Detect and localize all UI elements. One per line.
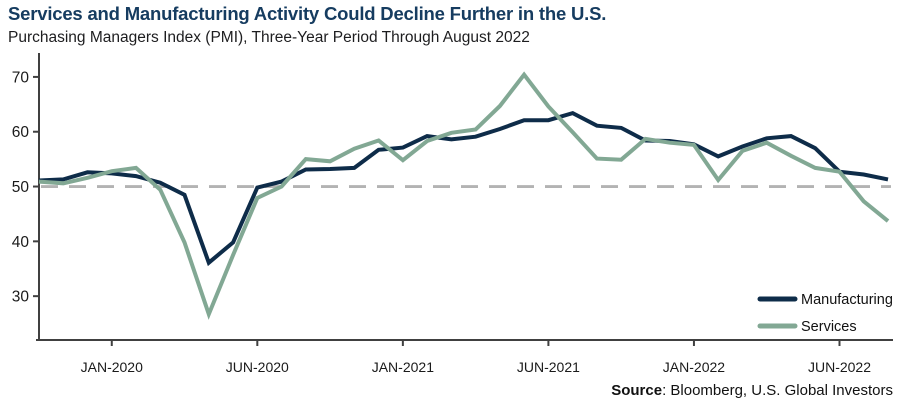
x-tick-label: JUN-2022	[808, 359, 871, 375]
y-tick-label: 30	[12, 289, 30, 306]
services-line	[38, 71, 890, 320]
chart-subtitle: Purchasing Managers Index (PMI), Three-Y…	[8, 29, 530, 46]
manufacturing-line	[38, 110, 889, 267]
x-tick-label: JAN-2022	[663, 359, 725, 375]
y-tick-label: 50	[12, 179, 30, 196]
x-tick-label: JAN-2020	[81, 359, 143, 375]
source-note: Source: Bloomberg, U.S. Global Investors	[611, 382, 893, 399]
y-tick-label: 70	[12, 69, 30, 86]
source-label: Source	[611, 382, 663, 399]
x-tick-label: JAN-2021	[372, 359, 434, 375]
y-tick-label: 60	[12, 124, 30, 141]
x-tick-label: JUN-2021	[517, 359, 580, 375]
legend-label-manufacturing: Manufacturing	[801, 292, 893, 308]
chart-title: Services and Manufacturing Activity Coul…	[8, 3, 607, 24]
source-text: : Bloomberg, U.S. Global Investors	[662, 382, 893, 399]
legend-label-services: Services	[801, 319, 857, 335]
x-tick-label: JUN-2020	[226, 359, 289, 375]
y-tick-label: 40	[12, 234, 30, 251]
